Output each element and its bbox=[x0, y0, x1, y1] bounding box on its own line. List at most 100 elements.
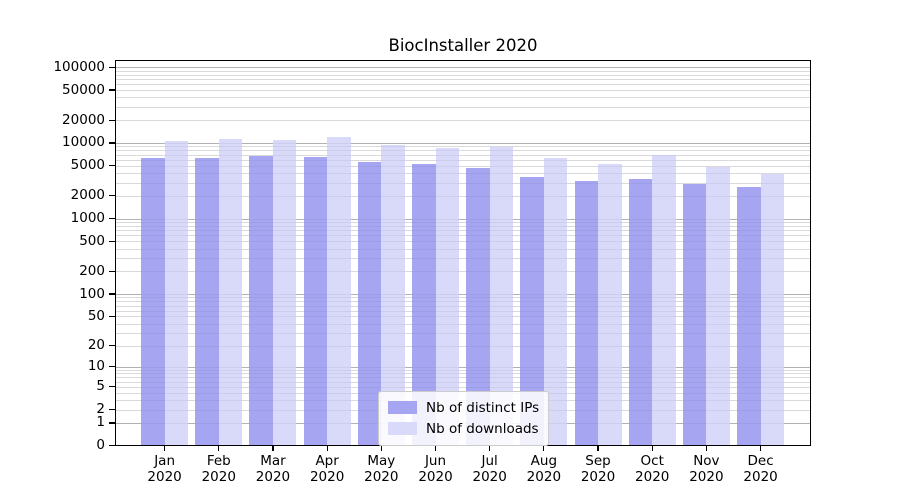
bar-downloads-feb bbox=[218, 138, 243, 446]
gridline-minor bbox=[116, 182, 810, 184]
gridline-minor bbox=[116, 106, 810, 108]
y-tick-mark bbox=[109, 408, 115, 411]
bar-distinct-ips-jan bbox=[141, 157, 165, 446]
gridline-minor bbox=[116, 120, 810, 122]
bar-downloads-aug bbox=[543, 157, 568, 446]
gridline-minor bbox=[116, 316, 810, 318]
y-tick-mark bbox=[109, 315, 115, 318]
x-tick-label: Jul 2020 bbox=[472, 452, 507, 486]
gridline-minor bbox=[116, 173, 810, 175]
bar-distinct-ips-may bbox=[357, 162, 382, 446]
gridline-overlay bbox=[116, 248, 810, 250]
gridline-overlay bbox=[116, 332, 810, 334]
x-tick-label: Sep 2020 bbox=[580, 452, 616, 486]
gridline-minor bbox=[116, 345, 810, 347]
y-tick-mark bbox=[109, 422, 115, 424]
gridline-overlay bbox=[116, 142, 810, 144]
gridline-overlay bbox=[116, 230, 810, 232]
gridline-minor bbox=[116, 235, 810, 237]
gridline-minor bbox=[116, 222, 810, 224]
gridline-overlay bbox=[116, 90, 810, 92]
gridline-overlay bbox=[116, 345, 810, 347]
x-tick-label: Feb 2020 bbox=[201, 452, 236, 486]
y-tick-mark bbox=[109, 270, 115, 272]
gridline-minor bbox=[116, 70, 810, 72]
x-tick-mark bbox=[218, 445, 220, 451]
gridline-minor bbox=[116, 150, 810, 152]
legend-label-distinct-ips: Nb of distinct IPs bbox=[426, 399, 540, 416]
gridline-minor bbox=[116, 305, 810, 307]
gridline-overlay bbox=[116, 150, 810, 152]
y-tick-mark bbox=[109, 293, 115, 295]
gridline-overlay bbox=[116, 323, 810, 325]
y-tick-mark bbox=[109, 119, 115, 121]
x-tick-mark bbox=[434, 445, 437, 451]
plot-border-left bbox=[115, 60, 117, 446]
legend-swatch-distinct-ips bbox=[388, 401, 417, 414]
gridline-overlay bbox=[116, 218, 810, 220]
x-tick-mark bbox=[651, 445, 653, 451]
y-tick-label: 10 bbox=[87, 358, 105, 375]
x-tick-mark bbox=[272, 445, 274, 451]
gridline-overlay bbox=[116, 120, 810, 122]
y-tick-label: 5000 bbox=[70, 157, 105, 174]
y-tick-label: 10000 bbox=[62, 134, 105, 151]
y-tick-label: 2 bbox=[96, 401, 105, 418]
y-tick-mark bbox=[109, 89, 115, 91]
gridline-minor bbox=[116, 332, 810, 334]
gridline-minor bbox=[116, 301, 810, 303]
gridline-overlay bbox=[116, 241, 810, 243]
y-tick-mark bbox=[109, 218, 115, 220]
y-tick-label: 1 bbox=[96, 414, 105, 431]
gridline-overlay bbox=[116, 182, 810, 184]
gridline-overlay bbox=[116, 70, 810, 72]
plot-border-right bbox=[810, 60, 812, 446]
gridline-minor bbox=[116, 248, 810, 250]
legend-item-downloads: Nb of downloads bbox=[388, 418, 539, 439]
gridline-overlay bbox=[116, 97, 810, 99]
bar-distinct-ips-feb bbox=[195, 157, 219, 446]
bar-downloads-apr bbox=[327, 136, 351, 446]
y-tick-mark bbox=[109, 386, 115, 388]
bar-distinct-ips-jun bbox=[412, 164, 436, 446]
gridline-overlay bbox=[116, 235, 810, 237]
gridline-minor bbox=[116, 310, 810, 312]
gridline-overlay bbox=[116, 79, 810, 81]
gridline-minor bbox=[116, 381, 810, 383]
bar-distinct-ips-sep bbox=[574, 180, 599, 446]
gridline-major bbox=[116, 218, 810, 220]
bar-distinct-ips-jul bbox=[466, 167, 490, 446]
x-tick-label: Mar 2020 bbox=[255, 452, 291, 486]
x-tick-mark bbox=[164, 445, 166, 451]
gridline-overlay bbox=[116, 310, 810, 312]
gridline-minor bbox=[116, 74, 810, 76]
legend-label-downloads: Nb of downloads bbox=[426, 420, 539, 437]
bar-distinct-ips-dec bbox=[737, 186, 761, 446]
gridline-overlay bbox=[116, 301, 810, 303]
gridline-minor bbox=[116, 159, 810, 161]
y-tick-mark bbox=[109, 445, 115, 447]
y-tick-mark bbox=[109, 240, 115, 242]
gridline-overlay bbox=[116, 74, 810, 76]
gridline-minor bbox=[116, 323, 810, 325]
bar-downloads-dec bbox=[760, 174, 785, 446]
x-tick-mark bbox=[380, 445, 382, 451]
y-tick-label: 50 bbox=[87, 307, 105, 324]
bar-distinct-ips-mar bbox=[249, 156, 273, 446]
gridline-minor bbox=[116, 271, 810, 273]
chart-title: BiocInstaller 2020 bbox=[388, 36, 538, 55]
gridline-overlay bbox=[116, 84, 810, 86]
gridline-minor bbox=[116, 373, 810, 375]
y-tick-mark bbox=[109, 195, 115, 197]
gridline-major bbox=[116, 67, 810, 69]
gridline-minor bbox=[116, 370, 810, 372]
gridline-major bbox=[116, 366, 810, 368]
bar-downloads-jul bbox=[489, 147, 514, 446]
gridline-overlay bbox=[116, 195, 810, 197]
y-tick-label: 5 bbox=[96, 378, 105, 395]
gridline-overlay bbox=[116, 305, 810, 307]
y-tick-label: 20 bbox=[87, 337, 105, 354]
bar-downloads-mar bbox=[272, 140, 297, 446]
gridline-overlay bbox=[116, 222, 810, 224]
y-tick-mark bbox=[109, 142, 115, 144]
